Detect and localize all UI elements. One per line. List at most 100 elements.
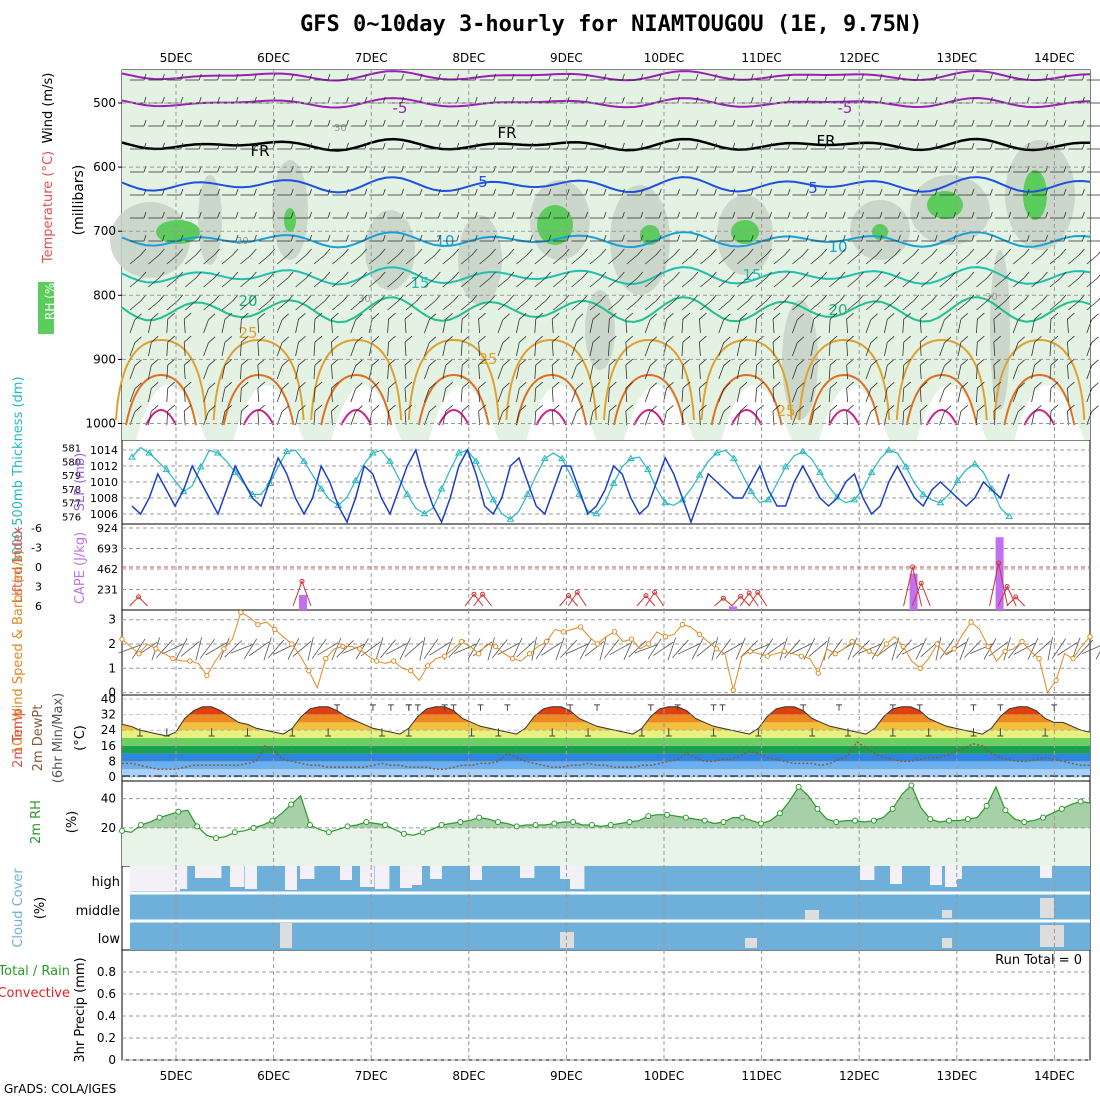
wind-barb — [516, 365, 520, 380]
wind-barb-flag — [511, 142, 515, 150]
wind-barb — [497, 365, 504, 380]
cloud-gap-high — [285, 866, 297, 890]
isotherm-15 — [121, 266, 1091, 286]
wind-barb-flag — [677, 188, 680, 196]
wind-barb-flag — [756, 404, 764, 412]
wind-barb — [1067, 388, 1069, 403]
wind-barb-flag — [314, 312, 323, 320]
wind-barb-flag — [1023, 271, 1030, 279]
wind-barb-flag — [461, 358, 470, 366]
wind-barb — [350, 388, 356, 403]
wind-barb — [221, 342, 226, 357]
wind-barb-flag — [398, 248, 404, 256]
wind-barb-flag — [327, 119, 331, 127]
thickness-marker — [798, 447, 807, 455]
wind-barb-flag — [714, 234, 717, 242]
wind-barb — [644, 365, 651, 380]
max-mark — [405, 704, 412, 711]
wind-barb-flag — [474, 142, 478, 150]
contour-label: 15 — [742, 266, 761, 284]
min-mark — [755, 728, 762, 737]
wind-barb-flag — [723, 405, 731, 413]
date-label-top: 5DEC — [160, 51, 193, 65]
wind-barb-flag — [640, 211, 644, 219]
wind-barb — [993, 365, 996, 380]
wind-barb-flag — [876, 248, 883, 256]
wind-barb-flag — [566, 234, 570, 242]
wind-barb-flag — [953, 73, 956, 81]
wind-barb-flag — [371, 382, 380, 389]
li-marker — [652, 589, 658, 595]
wind-barb-flag — [666, 405, 674, 412]
wind-barb-flag — [695, 234, 699, 242]
wind-barb — [424, 388, 430, 403]
wind-barb — [387, 254, 399, 265]
max-mark — [836, 704, 843, 711]
thickness-marker — [472, 457, 480, 464]
wind-barb — [919, 342, 922, 357]
wind10m-barb — [497, 642, 520, 655]
wind10m-marker — [1087, 634, 1093, 640]
wind-barb-flag — [257, 312, 266, 320]
wind-barb — [700, 277, 712, 288]
wind-barb-flag — [519, 359, 527, 366]
wind-barb-flag — [861, 188, 864, 196]
wind-barb — [846, 411, 848, 426]
wind10m-barb — [541, 641, 562, 656]
wind-barb-flag — [1042, 271, 1048, 279]
wind-barb — [625, 365, 628, 380]
wind-barb-flag — [916, 119, 920, 127]
wind-barb-flag — [934, 119, 938, 127]
wind-barb-flag — [769, 188, 772, 196]
wind10m-marker — [560, 629, 567, 635]
wind-barb — [424, 319, 430, 334]
li-marker — [738, 593, 744, 599]
wind-barb-flag — [813, 382, 821, 389]
wind-barb — [976, 300, 988, 311]
wind-barb — [571, 411, 577, 426]
wind-barb — [221, 365, 226, 380]
wind-barb — [1012, 342, 1019, 357]
date-label-bottom: 14DEC — [1034, 1069, 1074, 1083]
contour-label: 20 — [238, 292, 257, 310]
temp-band — [122, 753, 1090, 762]
wind-barb — [166, 277, 178, 288]
wind-barb-flag — [235, 234, 239, 242]
wind-barb-flag — [879, 142, 883, 150]
wind-barb-flag — [971, 165, 975, 173]
wind-barb-flag — [134, 313, 142, 321]
wind10m-barb — [195, 637, 203, 661]
thickness-marker — [626, 454, 635, 462]
wind-barb — [865, 254, 877, 265]
wind-barb-flag — [428, 382, 437, 390]
wind-barb-flag — [198, 234, 202, 242]
thickness-marker — [695, 471, 704, 478]
wind-barb-flag — [143, 73, 147, 81]
wind10m-barb — [467, 638, 481, 660]
wind-barb-flag — [290, 142, 294, 150]
wind-barb-flag — [404, 404, 413, 412]
wind-barb — [736, 342, 741, 357]
max-mark — [674, 704, 681, 711]
wind-barb — [571, 365, 577, 380]
wind-barb-flag — [314, 335, 323, 343]
temp-band — [122, 738, 1090, 746]
li-line — [567, 591, 587, 607]
wind-barb — [424, 365, 430, 380]
wind10m-marker — [611, 629, 618, 635]
wind-barb — [920, 254, 933, 265]
date-label-bottom: 6DEC — [257, 1069, 290, 1083]
wind-barb-flag — [750, 142, 754, 150]
wind-barb-flag — [784, 294, 791, 302]
wind-barb — [1086, 388, 1092, 403]
isotherm-30 — [515, 373, 588, 426]
date-label-bottom: 10DEC — [644, 1069, 684, 1083]
wind10m-barb — [579, 638, 592, 660]
wind-barb-flag — [1026, 188, 1030, 196]
wind-barb-flag — [677, 234, 680, 242]
wind-barb — [203, 411, 209, 426]
wind-barb-flag — [960, 359, 969, 366]
wind-barb-flag — [134, 336, 142, 344]
wind-barb-flag — [331, 358, 339, 366]
rh2m-marker — [570, 819, 577, 826]
